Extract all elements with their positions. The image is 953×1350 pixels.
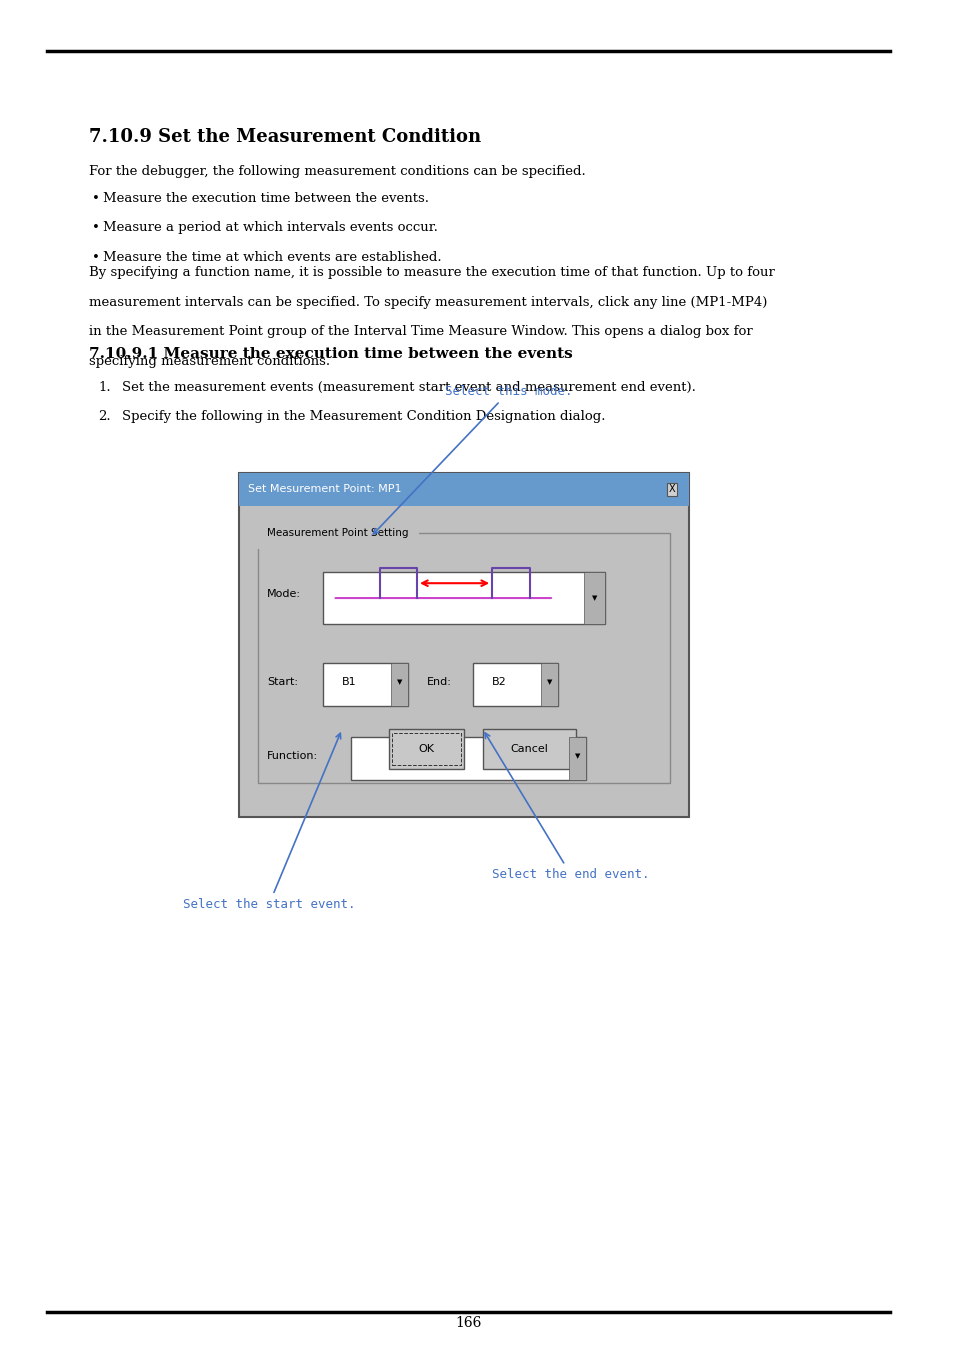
Text: B2: B2 <box>492 676 506 687</box>
Text: Select the end event.: Select the end event. <box>484 733 649 882</box>
Text: Measure a period at which intervals events occur.: Measure a period at which intervals even… <box>103 221 437 235</box>
Text: Start:: Start: <box>267 676 297 687</box>
Text: Set the measurement events (measurement start event and measurement end event).: Set the measurement events (measurement … <box>122 381 695 394</box>
Text: B1: B1 <box>342 676 356 687</box>
FancyBboxPatch shape <box>391 663 407 706</box>
FancyBboxPatch shape <box>568 737 585 780</box>
FancyBboxPatch shape <box>323 663 407 706</box>
Text: •: • <box>91 192 100 205</box>
FancyBboxPatch shape <box>583 572 604 624</box>
Text: OK: OK <box>418 744 434 755</box>
Text: measurement intervals can be specified. To specify measurement intervals, click : measurement intervals can be specified. … <box>89 296 766 309</box>
FancyBboxPatch shape <box>257 533 669 783</box>
Text: Select the start event.: Select the start event. <box>183 733 355 911</box>
Text: 7.10.9.1 Measure the execution time between the events: 7.10.9.1 Measure the execution time betw… <box>89 347 572 360</box>
Text: Measurement Point Setting: Measurement Point Setting <box>267 528 408 539</box>
Text: specifying measurement conditions.: specifying measurement conditions. <box>89 355 330 369</box>
Text: End:: End: <box>426 676 451 687</box>
FancyBboxPatch shape <box>351 737 585 780</box>
FancyBboxPatch shape <box>473 663 558 706</box>
Text: 7.10.9 Set the Measurement Condition: 7.10.9 Set the Measurement Condition <box>89 128 480 146</box>
Text: 2.: 2. <box>98 410 111 424</box>
Text: ▼: ▼ <box>591 595 597 601</box>
Text: •: • <box>91 221 100 235</box>
Text: Measure the execution time between the events.: Measure the execution time between the e… <box>103 192 429 205</box>
FancyBboxPatch shape <box>239 472 688 506</box>
Text: X: X <box>668 485 675 494</box>
Text: Function:: Function: <box>267 751 318 761</box>
Text: •: • <box>91 251 100 265</box>
Text: ▼: ▼ <box>546 679 552 684</box>
Text: Measure the time at which events are established.: Measure the time at which events are est… <box>103 251 441 265</box>
Text: Mode:: Mode: <box>267 589 301 599</box>
Text: By specifying a function name, it is possible to measure the execution time of t: By specifying a function name, it is pos… <box>89 266 774 279</box>
FancyBboxPatch shape <box>239 472 688 817</box>
Text: Specify the following in the Measurement Condition Designation dialog.: Specify the following in the Measurement… <box>122 410 605 424</box>
Text: For the debugger, the following measurement conditions can be specified.: For the debugger, the following measurem… <box>89 165 585 178</box>
Text: Set Mesurement Point: MP1: Set Mesurement Point: MP1 <box>248 485 401 494</box>
Text: Select this mode.: Select this mode. <box>373 385 572 535</box>
FancyBboxPatch shape <box>389 729 463 769</box>
FancyBboxPatch shape <box>482 729 576 769</box>
Text: ▼: ▼ <box>574 753 579 759</box>
Text: ▼: ▼ <box>396 679 401 684</box>
Text: 166: 166 <box>455 1316 481 1330</box>
Text: Cancel: Cancel <box>510 744 548 755</box>
Text: 1.: 1. <box>98 381 111 394</box>
FancyBboxPatch shape <box>323 572 604 624</box>
Text: in the Measurement Point group of the Interval Time Measure Window. This opens a: in the Measurement Point group of the In… <box>89 325 752 339</box>
FancyBboxPatch shape <box>540 663 558 706</box>
